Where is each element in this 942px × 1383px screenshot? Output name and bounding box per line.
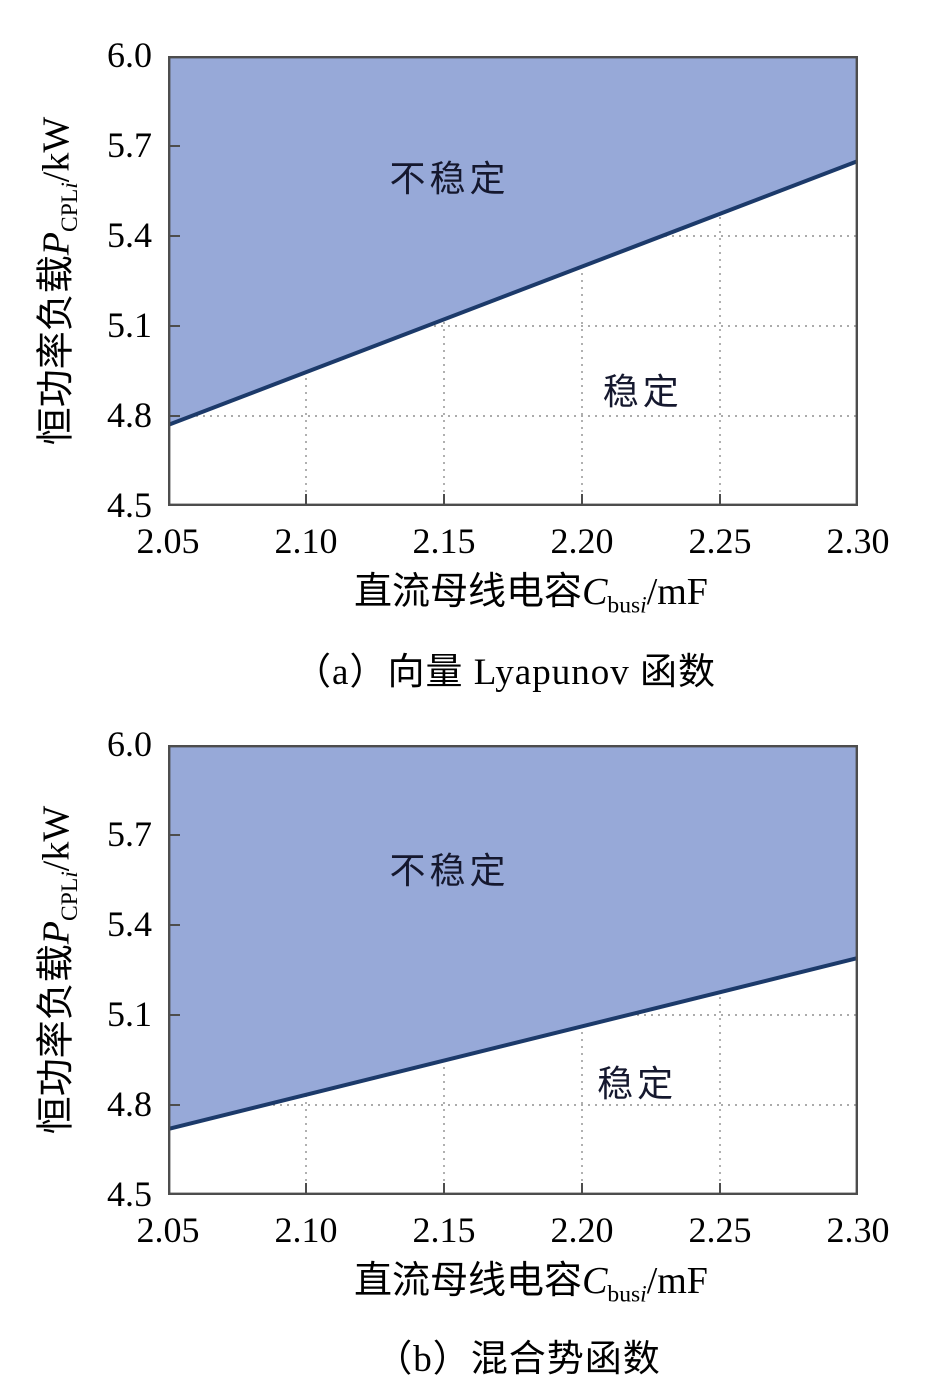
x-axis-variable: C (582, 571, 608, 613)
region-label-stable-chart-a: 稳定 (602, 372, 683, 412)
y-tick-label-chart-b: 5.1 (107, 994, 152, 1035)
plot-border (168, 745, 858, 1195)
y-axis-subscript: CPLi (57, 871, 84, 921)
y-tick-label-chart-a: 6.0 (107, 35, 152, 76)
x-axis-variable: C (582, 1260, 608, 1302)
x-tick-label-chart-b: 2.30 (826, 1210, 890, 1250)
y-axis-label-text: 恒功率负载 (35, 944, 78, 1135)
y-tick-label-chart-b: 5.4 (107, 904, 152, 945)
y-tick-label-chart-a: 5.1 (107, 305, 152, 346)
y-tick-label-chart-a: 4.5 (107, 485, 152, 526)
y-axis-label-chart-b: 恒功率负载PCPLi/kW (25, 805, 84, 1135)
x-axis-label-chart-b: 直流母线电容Cbusi/mF (354, 1249, 708, 1306)
y-tick-label-chart-b: 5.7 (107, 814, 152, 855)
y-tick-label-chart-b: 4.5 (107, 1174, 152, 1215)
y-axis-subscript: CPLi (57, 182, 84, 232)
x-axis-label-text: 直流母线电容 (354, 571, 583, 613)
x-tick-label-chart-b: 2.10 (274, 1210, 338, 1250)
x-tick-label-chart-a: 2.20 (550, 521, 614, 561)
x-axis-unit: /mF (646, 1260, 708, 1302)
stability-boundary-line (168, 159, 858, 427)
y-tick-label-chart-b: 6.0 (107, 724, 152, 765)
y-axis-variable: P (35, 231, 78, 256)
x-tick-label-chart-a: 2.10 (274, 521, 338, 561)
x-tick-label-chart-b: 2.20 (550, 1210, 614, 1250)
x-tick-label-chart-b: 2.05 (136, 1210, 200, 1250)
caption-chart-a: （a）向量 Lyapunov 函数 (294, 652, 716, 693)
x-tick-label-chart-b: 2.15 (412, 1210, 476, 1250)
y-axis-label-text: 恒功率负载 (35, 255, 78, 446)
x-tick-label-chart-a: 2.25 (688, 521, 752, 561)
y-axis-unit: /kW (35, 116, 78, 183)
y-axis-unit: /kW (35, 805, 78, 872)
x-axis-subscript: busi (607, 592, 647, 619)
y-tick-label-chart-a: 4.8 (107, 395, 152, 436)
plot-border (168, 56, 858, 506)
y-tick-label-chart-b: 4.8 (107, 1084, 152, 1125)
region-label-unstable-chart-a: 不稳定 (389, 159, 510, 199)
stability-boundary-line (168, 956, 858, 1131)
x-axis-label-chart-a: 直流母线电容Cbusi/mF (354, 560, 708, 617)
x-axis-subscript: busi (607, 1281, 647, 1308)
x-axis-unit: /mF (646, 571, 708, 613)
x-tick-label-chart-a: 2.05 (136, 521, 200, 561)
unstable-region-fill (168, 745, 858, 1129)
x-tick-label-chart-a: 2.15 (412, 521, 476, 561)
y-tick-label-chart-a: 5.7 (107, 125, 152, 166)
x-axis-label-text: 直流母线电容 (354, 1260, 583, 1302)
y-tick-label-chart-a: 5.4 (107, 215, 152, 256)
caption-chart-b: （b）混合势函数 (375, 1339, 661, 1380)
region-label-unstable-chart-b: 不稳定 (389, 851, 510, 891)
unstable-region-fill (168, 56, 858, 425)
x-tick-label-chart-a: 2.30 (826, 521, 890, 561)
x-tick-label-chart-b: 2.25 (688, 1210, 752, 1250)
y-axis-variable: P (35, 920, 78, 945)
y-axis-label-chart-a: 恒功率负载PCPLi/kW (25, 116, 84, 446)
region-label-stable-chart-b: 稳定 (597, 1064, 678, 1104)
plot-area-chart-b (168, 745, 858, 1195)
plot-area-chart-a (168, 56, 858, 506)
